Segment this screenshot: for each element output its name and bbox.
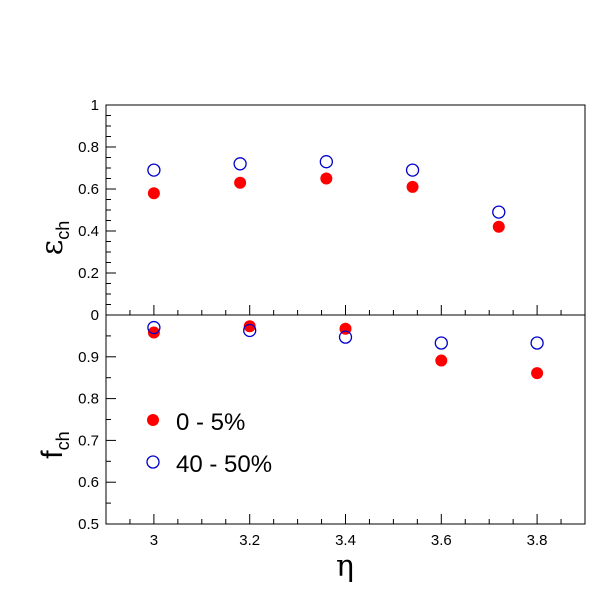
bottom-y-tick-label: 0.6	[78, 474, 99, 491]
bottom-open-point	[338, 330, 353, 344]
legend-label-40-50: 40 - 50%	[176, 451, 272, 478]
bottom-y-tick-label: 0.7	[78, 432, 99, 449]
bottom-y-axis-title: fch	[36, 431, 73, 458]
bottom-open-point	[530, 336, 544, 350]
top-y-tick-label: 0	[91, 307, 99, 324]
top-open-point	[233, 157, 247, 171]
top-open-point	[319, 155, 333, 169]
top-filled-point	[234, 176, 247, 189]
bottom-filled-point	[435, 354, 448, 367]
bottom-y-tick-label: 0.5	[78, 516, 99, 533]
x-tick-label: 3.2	[239, 532, 260, 549]
legend-label-0-5: 0 - 5%	[176, 409, 245, 436]
top-open-point	[147, 163, 161, 177]
bottom-open-point	[147, 320, 161, 335]
top-filled-point	[320, 172, 333, 185]
top-open-point	[405, 163, 420, 177]
x-tick-label: 3.4	[335, 532, 356, 549]
bottom-y-axis-symbol: f	[36, 450, 69, 459]
top-y-tick-label: 0.4	[78, 223, 99, 240]
top-y-tick-label: 0.2	[78, 265, 99, 282]
top-y-tick-label: 0.6	[78, 181, 99, 198]
top-y-axis-subscript: ch	[53, 221, 73, 240]
bottom-open-point	[434, 336, 448, 350]
x-axis-title: η	[336, 549, 354, 584]
top-y-tick-label: 0.8	[78, 139, 99, 156]
top-filled-point	[406, 180, 419, 193]
x-tick-label: 3.6	[431, 532, 452, 549]
bottom-y-tick-label: 0.9	[78, 349, 99, 366]
tick-labels: 0 0.2 0.4 0.6 0.8 1 0.5 0.6 0.7 0.8 0.9 3 3.2 3.4 3.6 3…	[78, 97, 547, 549]
top-open-point	[492, 205, 506, 219]
data-points	[147, 155, 544, 380]
bottom-filled-point	[531, 367, 544, 380]
legend: 0 - 5% 40 - 50%	[146, 409, 272, 478]
top-y-axis-title: εch	[35, 221, 73, 256]
bottom-y-tick-label: 0.8	[78, 391, 99, 408]
top-y-tick-label: 1	[91, 97, 99, 114]
legend-marker-filled	[147, 414, 159, 426]
x-tick-label: 3	[150, 532, 158, 549]
top-filled-point	[492, 220, 505, 233]
bottom-filled-point	[243, 320, 256, 333]
top-panel-frame	[105, 104, 586, 316]
x-tick-label: 3.8	[527, 532, 548, 549]
axis-ticks	[106, 115, 562, 524]
legend-marker-open	[146, 455, 160, 469]
bottom-open-point	[243, 323, 257, 338]
top-y-axis-symbol: ε	[35, 240, 70, 256]
bottom-y-axis-subscript: ch	[53, 431, 73, 450]
top-filled-point	[147, 187, 160, 200]
bottom-filled-point	[147, 326, 160, 339]
